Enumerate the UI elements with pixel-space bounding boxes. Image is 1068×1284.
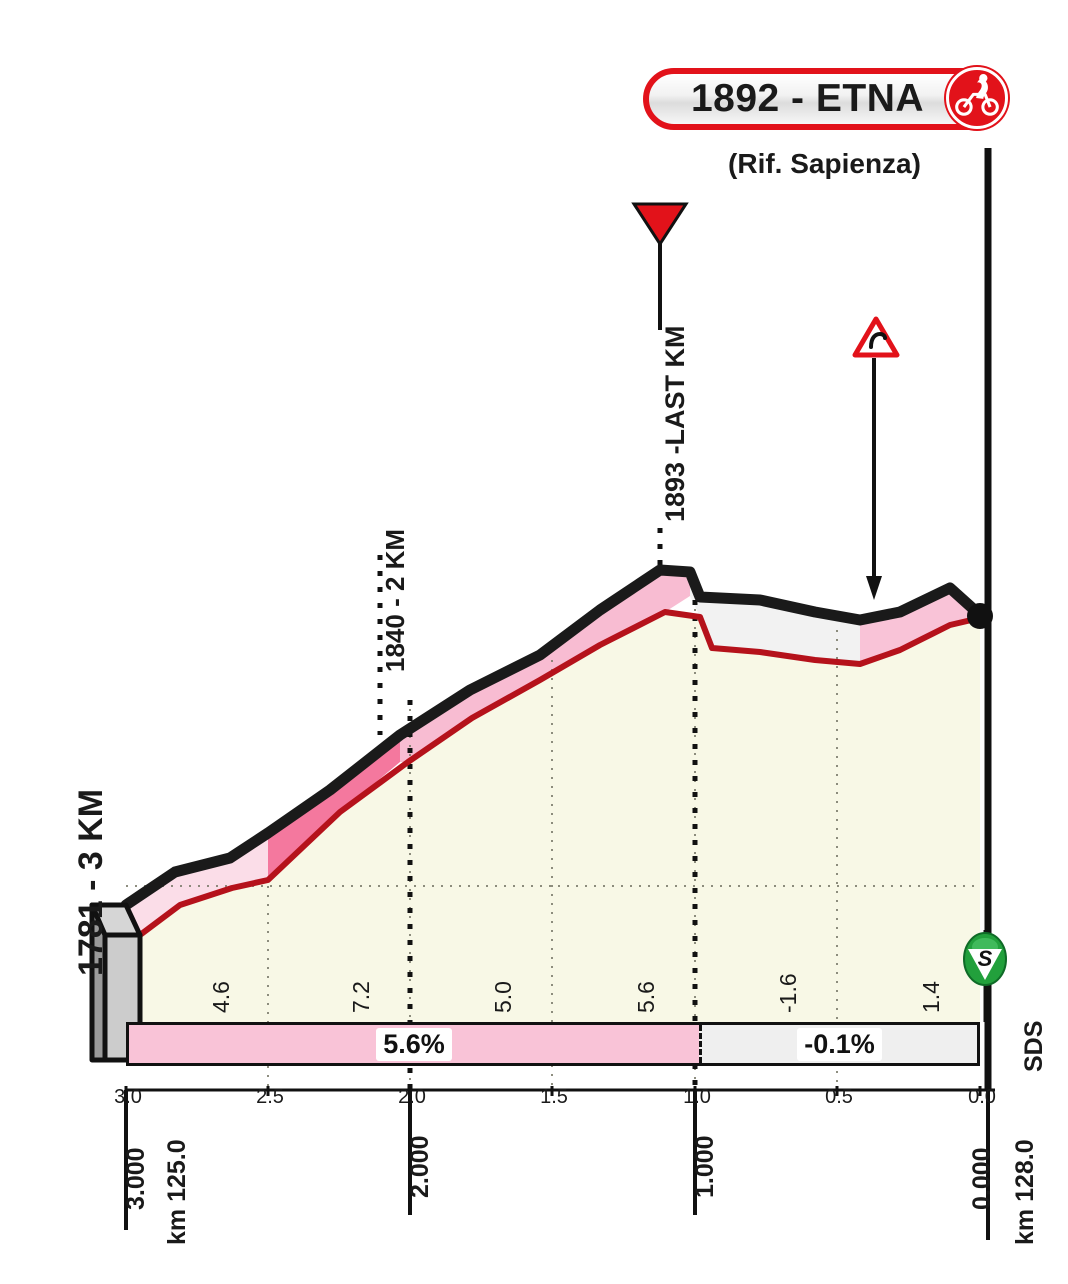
- km2-label: 1840 - 2 KM: [380, 528, 410, 672]
- xtick-1-0: 1.0: [683, 1086, 711, 1108]
- distance-to-go-2000: 2.000: [406, 1135, 434, 1198]
- curve-warning-arrow: [866, 358, 882, 600]
- finish-dot: [967, 603, 993, 629]
- curve-warning-icon: [852, 316, 900, 358]
- gradient-summary-climb: 5.6%: [129, 1025, 699, 1063]
- km-rules: [124, 1090, 990, 1240]
- xtick-0-5: 0.5: [825, 1086, 853, 1108]
- terrain-line: [137, 609, 983, 938]
- xtick-2-5: 2.5: [256, 1086, 284, 1108]
- summit-subtitle: (Rif. Sapienza): [728, 148, 921, 179]
- km3-label: 1781 - 3 KM: [72, 788, 110, 976]
- xtick-1-5: 1.5: [540, 1086, 568, 1108]
- race-km-128: km 128.0: [1011, 1139, 1039, 1245]
- terrain-fill: [126, 612, 980, 1022]
- distance-to-go-1000: 1.000: [691, 1135, 719, 1198]
- xtick-0-0: 0.0: [968, 1086, 996, 1108]
- gradient-segment-2: 7.2: [348, 981, 374, 1013]
- race-km-125: km 125.0: [163, 1139, 191, 1245]
- xtick-3-0: 3.0: [114, 1086, 142, 1108]
- gradient-segment-6: 1.4: [918, 981, 944, 1013]
- gradient-segment-3: 5.0: [490, 981, 516, 1013]
- gradient-summary-bar: 5.6% -0.1%: [126, 1022, 980, 1066]
- gradient-segment-4: 5.6: [633, 981, 659, 1013]
- gradient-summary-climb-label: 5.6%: [376, 1027, 452, 1061]
- distance-to-go-0000: 0.000: [968, 1147, 996, 1210]
- last-km-marker: [631, 202, 689, 330]
- xtick-2-0: 2.0: [398, 1086, 426, 1108]
- road-line: [120, 564, 986, 911]
- svg-text:S: S: [978, 946, 993, 971]
- km-gridlines: [377, 528, 698, 1095]
- summit-title: 1892 - ETNA: [690, 77, 925, 120]
- sds-sprint-icon: S: [963, 930, 1007, 986]
- summit-badge: 1892 - ETNA: [643, 67, 1008, 130]
- distance-to-go-3000: 3.000: [122, 1147, 150, 1210]
- gradient-segment-1: 4.6: [208, 981, 234, 1013]
- gradient-segment-5: -1.6: [775, 973, 801, 1013]
- gradient-summary-flat-label: -0.1%: [797, 1027, 882, 1061]
- sds-label: SDS: [1020, 1020, 1048, 1072]
- giro-cyclist-icon: [946, 67, 1008, 129]
- gradient-summary-flat: -0.1%: [699, 1025, 977, 1063]
- last-km-label: 1893 -LAST KM: [660, 325, 690, 522]
